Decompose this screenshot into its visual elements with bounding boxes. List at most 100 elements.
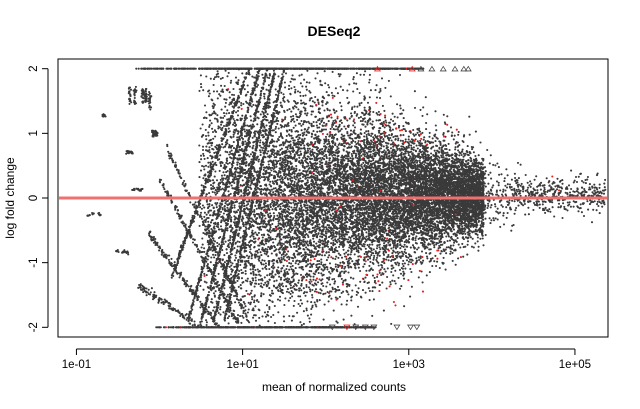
data-point bbox=[438, 147, 441, 150]
data-point bbox=[314, 279, 317, 282]
data-point bbox=[298, 235, 301, 239]
data-point bbox=[267, 214, 270, 217]
data-point bbox=[386, 275, 389, 279]
data-point bbox=[417, 246, 420, 249]
data-point bbox=[402, 277, 406, 280]
data-point bbox=[260, 146, 263, 149]
data-point bbox=[368, 78, 371, 81]
data-point bbox=[359, 280, 362, 283]
data-point bbox=[214, 135, 217, 138]
data-point bbox=[371, 314, 374, 317]
data-point bbox=[306, 204, 309, 207]
data-point bbox=[414, 237, 417, 240]
data-point bbox=[207, 134, 210, 137]
data-point bbox=[302, 310, 305, 313]
data-point bbox=[412, 146, 415, 149]
data-point bbox=[368, 96, 371, 99]
data-point bbox=[354, 211, 357, 214]
data-point bbox=[436, 257, 439, 260]
data-point bbox=[323, 142, 326, 145]
data-point bbox=[202, 152, 205, 155]
data-point bbox=[350, 108, 354, 111]
data-point bbox=[217, 190, 220, 193]
data-point bbox=[323, 175, 326, 178]
data-point bbox=[266, 113, 269, 116]
data-point bbox=[207, 165, 210, 168]
data-point bbox=[299, 91, 302, 94]
data-point bbox=[212, 253, 215, 256]
data-point bbox=[317, 291, 320, 294]
data-point bbox=[275, 227, 278, 230]
data-point bbox=[297, 138, 300, 141]
data-point bbox=[199, 284, 202, 288]
data-point bbox=[241, 114, 244, 117]
data-point bbox=[327, 300, 330, 303]
data-point bbox=[383, 134, 386, 137]
data-point bbox=[355, 175, 358, 178]
data-point bbox=[356, 105, 359, 108]
data-point bbox=[289, 80, 292, 83]
data-point bbox=[385, 155, 388, 158]
data-point bbox=[339, 261, 342, 264]
data-point bbox=[247, 125, 251, 128]
data-point bbox=[267, 282, 270, 285]
data-point bbox=[421, 150, 424, 153]
data-point bbox=[532, 201, 536, 205]
data-point bbox=[322, 128, 326, 131]
data-point bbox=[207, 95, 210, 98]
data-point bbox=[273, 156, 276, 159]
data-point bbox=[402, 134, 405, 137]
data-point bbox=[254, 231, 257, 234]
data-point bbox=[598, 186, 601, 189]
data-point bbox=[487, 173, 490, 176]
data-point bbox=[368, 219, 371, 222]
data-point bbox=[292, 278, 295, 281]
data-point bbox=[220, 84, 223, 87]
data-point bbox=[368, 81, 371, 84]
data-point bbox=[398, 268, 402, 271]
data-point bbox=[235, 211, 238, 214]
data-point bbox=[268, 216, 272, 219]
data-point bbox=[514, 176, 517, 180]
data-point bbox=[504, 189, 507, 192]
data-point bbox=[495, 180, 499, 183]
data-point bbox=[267, 160, 270, 163]
data-point bbox=[416, 140, 419, 143]
data-point bbox=[416, 131, 419, 134]
data-point bbox=[362, 153, 365, 156]
data-point bbox=[390, 160, 393, 163]
data-point bbox=[227, 190, 230, 193]
data-points bbox=[86, 67, 607, 329]
data-point bbox=[426, 150, 429, 153]
data-point bbox=[311, 148, 314, 151]
data-point bbox=[331, 212, 334, 215]
data-point bbox=[334, 263, 337, 266]
data-point bbox=[366, 258, 370, 261]
data-point bbox=[373, 254, 376, 257]
data-point bbox=[394, 282, 397, 285]
data-point bbox=[263, 311, 267, 314]
data-point bbox=[288, 241, 291, 244]
data-point bbox=[319, 235, 322, 238]
data-point bbox=[326, 143, 329, 146]
data-point bbox=[385, 168, 389, 171]
data-point bbox=[330, 242, 333, 245]
data-point bbox=[250, 272, 253, 275]
data-point bbox=[210, 122, 213, 125]
data-point bbox=[322, 318, 325, 321]
data-point bbox=[247, 301, 250, 304]
data-point bbox=[468, 133, 471, 136]
data-point bbox=[238, 100, 241, 103]
data-point bbox=[290, 268, 293, 271]
data-point bbox=[225, 112, 228, 115]
data-point bbox=[351, 260, 354, 263]
data-point bbox=[417, 232, 420, 235]
data-point bbox=[213, 175, 216, 178]
data-point bbox=[218, 169, 221, 172]
data-point bbox=[598, 212, 601, 215]
data-point bbox=[310, 186, 313, 190]
data-point bbox=[383, 109, 386, 112]
data-point bbox=[288, 84, 291, 87]
data-point bbox=[417, 276, 420, 279]
data-point bbox=[292, 272, 295, 275]
